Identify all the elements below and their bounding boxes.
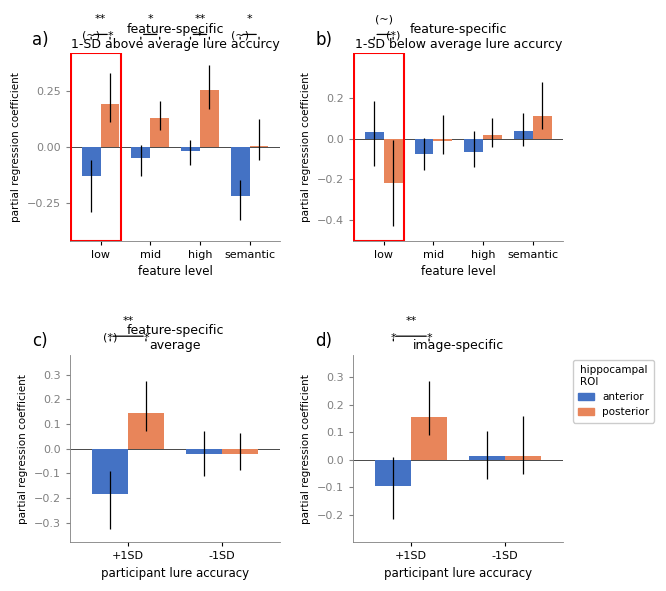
- Text: a): a): [32, 31, 49, 48]
- Text: d): d): [315, 332, 332, 350]
- Text: b): b): [315, 31, 332, 48]
- Text: *: *: [426, 333, 432, 343]
- Bar: [131, 147, 151, 158]
- Bar: [71, 53, 121, 241]
- Text: *: *: [197, 31, 202, 41]
- Y-axis label: partial regression coefficient: partial regression coefficient: [11, 72, 21, 222]
- Text: **: **: [123, 316, 134, 326]
- Bar: [186, 449, 222, 453]
- Text: *: *: [107, 31, 113, 41]
- Text: c): c): [32, 332, 47, 350]
- Bar: [434, 139, 452, 141]
- Bar: [230, 147, 250, 196]
- Title: image-specific: image-specific: [412, 339, 504, 352]
- Text: *: *: [390, 333, 396, 343]
- Bar: [151, 118, 169, 147]
- Bar: [101, 105, 119, 147]
- Text: (~): (~): [82, 31, 100, 41]
- Bar: [250, 146, 268, 147]
- Title: feature-specific
1-SD above average lure accurcy: feature-specific 1-SD above average lure…: [71, 22, 280, 51]
- Bar: [222, 449, 258, 454]
- X-axis label: participant lure accuracy: participant lure accuracy: [101, 567, 249, 580]
- Bar: [505, 456, 541, 460]
- Text: (~): (~): [375, 14, 393, 24]
- X-axis label: feature level: feature level: [138, 265, 212, 278]
- Y-axis label: partial regression coefficient: partial regression coefficient: [301, 374, 311, 524]
- Bar: [128, 413, 164, 449]
- Bar: [483, 135, 502, 139]
- X-axis label: feature level: feature level: [421, 265, 496, 278]
- Text: *: *: [147, 14, 153, 24]
- Title: feature-specific
average: feature-specific average: [127, 324, 224, 352]
- Bar: [365, 132, 384, 139]
- Y-axis label: partial regression coefficient: partial regression coefficient: [301, 72, 311, 222]
- Y-axis label: partial regression coefficient: partial regression coefficient: [18, 374, 28, 524]
- Title: feature-specific
1-SD below average lure accurcy: feature-specific 1-SD below average lure…: [354, 22, 562, 51]
- Bar: [464, 139, 483, 152]
- Text: (*): (*): [103, 333, 117, 343]
- Text: **: **: [95, 14, 107, 24]
- Bar: [514, 131, 533, 139]
- X-axis label: participant lure accuracy: participant lure accuracy: [384, 567, 532, 580]
- Bar: [82, 147, 101, 176]
- Text: **: **: [194, 14, 206, 24]
- Bar: [93, 449, 128, 494]
- Bar: [414, 139, 434, 154]
- Text: (*): (*): [386, 31, 400, 41]
- Text: (~): (~): [231, 31, 249, 41]
- Bar: [384, 139, 402, 183]
- Bar: [376, 460, 411, 486]
- Text: *: *: [247, 14, 252, 24]
- Text: *: *: [143, 333, 149, 343]
- Bar: [354, 53, 404, 241]
- Bar: [200, 90, 219, 147]
- Text: **: **: [406, 316, 417, 326]
- Bar: [470, 456, 505, 460]
- Bar: [181, 147, 200, 151]
- Bar: [411, 417, 447, 460]
- Bar: [533, 116, 551, 139]
- Legend: anterior, posterior: anterior, posterior: [573, 360, 655, 423]
